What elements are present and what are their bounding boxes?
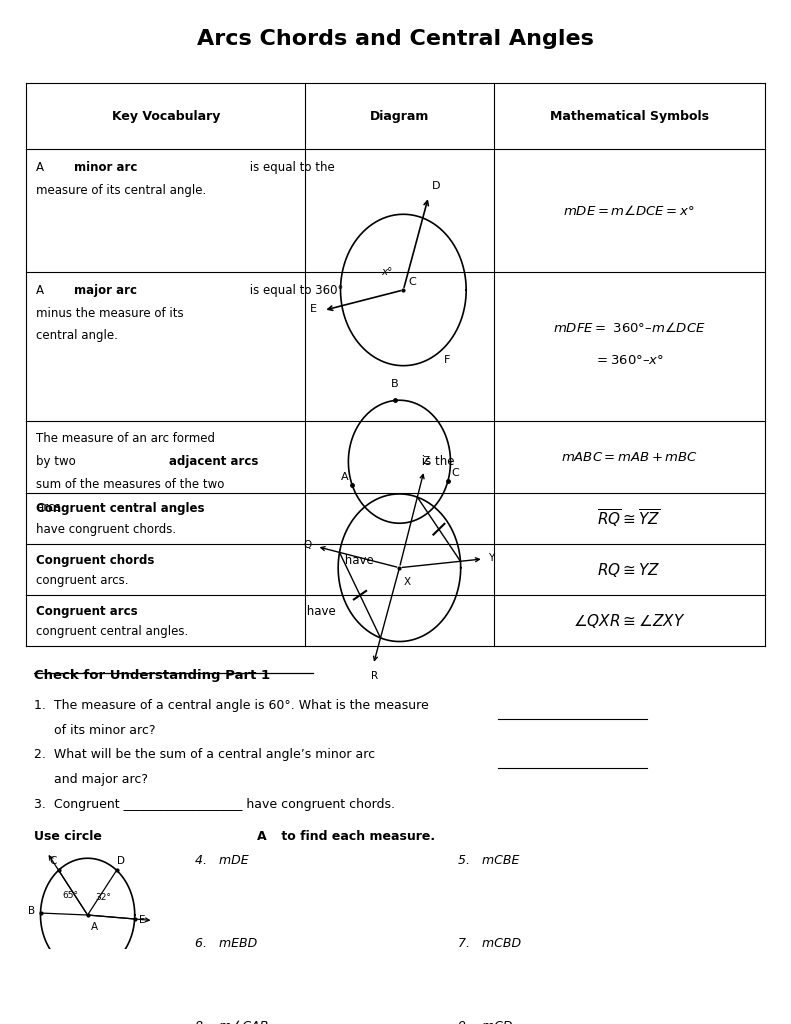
Text: 32°: 32° <box>96 893 112 902</box>
Text: D: D <box>432 180 441 190</box>
Text: minus the measure of its: minus the measure of its <box>36 306 184 319</box>
Text: Check for Understanding Part 1: Check for Understanding Part 1 <box>34 669 271 682</box>
Text: D: D <box>117 856 125 866</box>
Text: A: A <box>36 161 47 174</box>
Text: $\overline{RQ} \cong \overline{YZ}$: $\overline{RQ} \cong \overline{YZ}$ <box>597 508 660 529</box>
Text: Diagram: Diagram <box>369 110 429 123</box>
Text: A: A <box>340 472 348 482</box>
Text: E: E <box>310 303 317 313</box>
Text: central angle.: central angle. <box>36 330 118 342</box>
Text: 3.  Congruent ___________________ have congruent chords.: 3. Congruent ___________________ have co… <box>34 798 396 811</box>
Text: adjacent arcs: adjacent arcs <box>169 455 259 468</box>
Text: The measure of an arc formed: The measure of an arc formed <box>36 432 215 445</box>
Text: of its minor arc?: of its minor arc? <box>34 724 156 737</box>
Text: F: F <box>444 355 451 365</box>
Text: B: B <box>392 379 399 389</box>
Text: B: B <box>28 906 35 916</box>
Text: 5.   mCBE: 5. mCBE <box>458 854 520 866</box>
Text: 2.  What will be the sum of a central angle’s minor arc: 2. What will be the sum of a central ang… <box>34 749 375 762</box>
Text: minor arc: minor arc <box>74 161 138 174</box>
Text: $mDFE =\ 360° – m\angle DCE$: $mDFE =\ 360° – m\angle DCE$ <box>553 321 706 335</box>
Text: $\angle QXR \cong \angle ZXY$: $\angle QXR \cong \angle ZXY$ <box>573 611 685 630</box>
Text: A: A <box>256 829 267 843</box>
Text: 4.   mDE: 4. mDE <box>195 854 249 866</box>
Text: x°: x° <box>381 266 392 276</box>
Text: measure of its central angle.: measure of its central angle. <box>36 183 206 197</box>
Text: 1.  The measure of a central angle is 60°. What is the measure: 1. The measure of a central angle is 60°… <box>34 699 429 713</box>
Text: Y: Y <box>488 553 494 563</box>
Text: A: A <box>36 284 47 297</box>
Text: have congruent chords.: have congruent chords. <box>36 523 176 537</box>
Text: Congruent arcs: Congruent arcs <box>36 604 138 617</box>
Text: 7.   mCBD: 7. mCBD <box>458 937 521 950</box>
Text: C: C <box>451 468 459 478</box>
Text: $mDE = m\angle DCE = x°$: $mDE = m\angle DCE = x°$ <box>563 204 695 218</box>
Text: 8.   m∠CAB: 8. m∠CAB <box>195 1020 268 1024</box>
Text: Z: Z <box>423 456 430 466</box>
Text: and major arc?: and major arc? <box>34 773 148 786</box>
Text: 9.   mCD: 9. mCD <box>458 1020 513 1024</box>
Text: 6.   mEBD: 6. mEBD <box>195 937 257 950</box>
Text: congruent arcs.: congruent arcs. <box>36 574 128 588</box>
Text: C: C <box>408 278 416 287</box>
Text: have: have <box>341 554 374 566</box>
Text: Congruent chords: Congruent chords <box>36 554 154 566</box>
Text: major arc: major arc <box>74 284 137 297</box>
Text: 65°: 65° <box>62 891 78 900</box>
Text: is equal to 360°: is equal to 360° <box>246 284 343 297</box>
Text: $RQ \cong YZ$: $RQ \cong YZ$ <box>597 560 660 579</box>
Text: by two: by two <box>36 455 79 468</box>
Text: Congruent central angles: Congruent central angles <box>36 503 204 515</box>
Text: X: X <box>403 578 411 587</box>
Text: Mathematical Symbols: Mathematical Symbols <box>550 110 709 123</box>
Text: sum of the measures of the two: sum of the measures of the two <box>36 478 224 490</box>
Text: R: R <box>370 671 377 681</box>
Text: $mABC = mAB + mBC$: $mABC = mAB + mBC$ <box>561 451 698 464</box>
Text: is equal to the: is equal to the <box>246 161 335 174</box>
Text: Q: Q <box>303 540 312 550</box>
Text: congruent central angles.: congruent central angles. <box>36 626 188 638</box>
Text: E: E <box>139 914 146 925</box>
Text: C: C <box>49 856 57 866</box>
Text: have: have <box>303 604 336 617</box>
Text: A: A <box>91 922 98 932</box>
Text: to find each measure.: to find each measure. <box>277 829 435 843</box>
Text: arcs.: arcs. <box>36 501 64 514</box>
Text: Use circle: Use circle <box>34 829 107 843</box>
Text: Key Vocabulary: Key Vocabulary <box>112 110 220 123</box>
Text: is the: is the <box>418 455 454 468</box>
Text: $= 360° – x°$: $= 360° – x°$ <box>594 354 664 368</box>
Text: Arcs Chords and Central Angles: Arcs Chords and Central Angles <box>197 30 594 49</box>
